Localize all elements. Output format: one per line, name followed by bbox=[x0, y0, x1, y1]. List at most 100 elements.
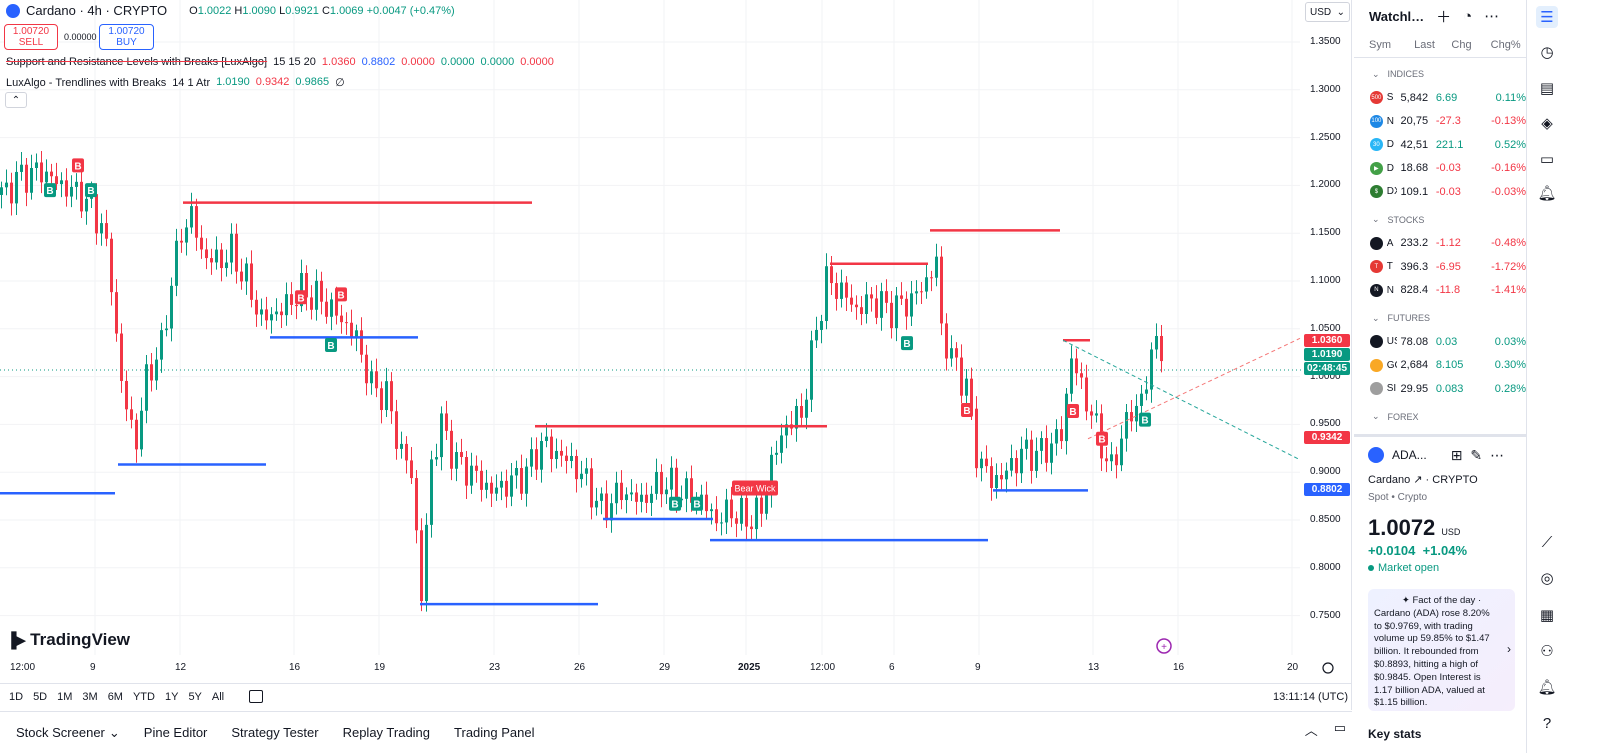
calendar-icon[interactable]: ▦ bbox=[1539, 607, 1555, 624]
collapse-legend-button[interactable]: ⌃ bbox=[5, 92, 27, 108]
chart-pie-icon[interactable]: ◔ bbox=[1463, 7, 1473, 25]
watchlist-row[interactable]: US78.08 0.03 0.03% bbox=[1354, 330, 1526, 354]
candle-body bbox=[840, 282, 843, 299]
row-change-pct: -1.41% bbox=[1491, 284, 1526, 297]
price-tick-label: 1.1500 bbox=[1310, 227, 1341, 239]
range-button-5d[interactable]: 5D bbox=[33, 690, 48, 703]
tab-pine-editor[interactable]: Pine Editor bbox=[132, 725, 220, 740]
trend-line-projection bbox=[1062, 339, 1301, 461]
layers-icon[interactable]: ◈ bbox=[1541, 115, 1553, 132]
break-marker bbox=[335, 287, 347, 302]
clock[interactable]: 13:11:14 (UTC) bbox=[1273, 690, 1348, 703]
more-icon[interactable]: ⋯ bbox=[1490, 446, 1505, 463]
tab-replay-trading[interactable]: Replay Trading bbox=[331, 725, 442, 740]
range-button-1d[interactable]: 1D bbox=[9, 690, 24, 703]
candle-body bbox=[535, 449, 538, 470]
symbol-legend[interactable]: Cardano · 4h · CRYPTO O1.0022 H1.0090 L0… bbox=[6, 3, 455, 18]
watchlist-icon[interactable]: ☰ bbox=[1536, 6, 1558, 28]
watchlist-section[interactable]: ⌄ INDICES bbox=[1354, 62, 1526, 86]
range-button-1y[interactable]: 1Y bbox=[164, 690, 179, 703]
candle-body bbox=[655, 471, 658, 494]
range-button-5y[interactable]: 5Y bbox=[188, 690, 202, 703]
time-tick-label: 23 bbox=[489, 662, 501, 673]
help-icon[interactable]: ? bbox=[1542, 714, 1552, 732]
chevron-right-icon[interactable]: › bbox=[1507, 642, 1511, 656]
watchlist-row[interactable]: GC2,684 8.105 0.30% bbox=[1354, 354, 1526, 378]
col-chg[interactable]: Chg bbox=[1451, 38, 1472, 51]
maximize-panel-icon[interactable]: ▭ bbox=[1333, 720, 1346, 735]
tab-strategy-tester[interactable]: Strategy Tester bbox=[219, 725, 330, 740]
details-ticker[interactable]: ADA... bbox=[1392, 448, 1427, 462]
currency-select[interactable]: USD ⌄ bbox=[1305, 2, 1350, 22]
candle-body bbox=[45, 171, 48, 183]
price-chart-canvas[interactable]: B B B B B B B B B B B B B Bear Wick + bbox=[0, 0, 1352, 683]
indicator-legend-sr[interactable]: Support and Resistance Levels with Break… bbox=[6, 56, 554, 68]
edit-icon[interactable]: ✎ bbox=[1470, 446, 1483, 463]
watchlist-row[interactable]: $DX109.1 -0.03 -0.03% bbox=[1354, 180, 1526, 204]
indicator-legend-trendlines[interactable]: LuxAlgo - Trendlines with Breaks 14 1 At… bbox=[6, 76, 345, 89]
tradingview-logo[interactable]: ▐▶ TradingView bbox=[6, 630, 130, 650]
col-last[interactable]: Last bbox=[1414, 38, 1435, 51]
indicator-params: 15 15 20 bbox=[273, 56, 316, 68]
watchlist-row[interactable]: 100 N 20,75 -27.3 -0.13% bbox=[1354, 110, 1526, 134]
calendar-icon[interactable] bbox=[249, 690, 264, 703]
watchlist-row[interactable]: 500 S 5,842 6.69 0.11% bbox=[1354, 86, 1526, 110]
target-icon[interactable]: ◎ bbox=[1540, 570, 1554, 587]
status-dot-icon bbox=[1368, 565, 1374, 571]
candle-body bbox=[400, 443, 403, 449]
price-tick-label: 1.2500 bbox=[1310, 131, 1341, 143]
watchlist-row[interactable]: SI 29.95 0.083 0.28% bbox=[1354, 377, 1526, 401]
buy-button[interactable]: 1.00720 BUY bbox=[99, 24, 154, 50]
chat-icon[interactable]: ▭ bbox=[1539, 151, 1555, 168]
range-button-3m[interactable]: 3M bbox=[82, 690, 98, 703]
range-button-1m[interactable]: 1M bbox=[57, 690, 73, 703]
community-icon[interactable]: ⚇ bbox=[1540, 643, 1554, 660]
drawing-tools-icon[interactable]: ⟋ bbox=[1541, 533, 1553, 551]
symbol-title[interactable]: Cardano · 4h · CRYPTO bbox=[26, 3, 168, 18]
watchlist-section[interactable]: ⌄ FOREX bbox=[1354, 405, 1526, 429]
col-sym[interactable]: Sym bbox=[1369, 38, 1391, 51]
candle-body bbox=[600, 493, 603, 501]
price-tag: 02:48:45 bbox=[1304, 362, 1350, 375]
time-tick-label: 16 bbox=[289, 662, 301, 673]
plus-icon[interactable]: ＋ bbox=[1436, 8, 1452, 26]
candle-body bbox=[760, 497, 763, 514]
fact-body: Cardano (ADA) rose 8.20% to $0.9769, wit… bbox=[1374, 607, 1490, 709]
sell-button[interactable]: 1.00720 SELL bbox=[4, 24, 58, 50]
watchlist-row[interactable]: ▶ D 18.68 -0.03 -0.16% bbox=[1354, 157, 1526, 181]
range-button-ytd[interactable]: YTD bbox=[132, 690, 155, 703]
col-chg-pct[interactable]: Chg% bbox=[1490, 38, 1521, 51]
watchlist-row[interactable]: N N 828.4 -11.8 -1.41% bbox=[1354, 279, 1526, 303]
news-icon[interactable]: ▤ bbox=[1539, 80, 1555, 97]
tab-trading-panel[interactable]: Trading Panel bbox=[442, 725, 546, 740]
range-button-6m[interactable]: 6M bbox=[107, 690, 123, 703]
range-button-all[interactable]: All bbox=[211, 690, 225, 703]
indicator-value: 0.0000 bbox=[401, 56, 435, 68]
candle-body bbox=[455, 452, 458, 469]
grid-icon[interactable]: ⊞ bbox=[1450, 446, 1463, 463]
candle-body bbox=[585, 468, 588, 474]
more-icon[interactable]: ⋯ bbox=[1484, 8, 1500, 25]
chart-pane[interactable]: B B B B B B B B B B B B B Bear Wick + Cardano · 4h · C… bbox=[0, 0, 1352, 710]
candle-body bbox=[395, 411, 398, 449]
candle-body bbox=[685, 478, 688, 499]
watchlist-row[interactable]: T T 396.3 -6.95 -1.72% bbox=[1354, 255, 1526, 279]
add-marker-plus: + bbox=[1161, 642, 1167, 653]
candle-body bbox=[580, 473, 583, 480]
break-marker bbox=[1067, 404, 1079, 419]
break-marker bbox=[44, 183, 56, 198]
watchlist-title[interactable]: Watchl… bbox=[1369, 8, 1425, 24]
bell-icon[interactable]: 🔔︎ bbox=[1537, 185, 1557, 202]
watchlist-row[interactable]: 30 D 42,51 221.1 0.52% bbox=[1354, 133, 1526, 157]
chevron-up-icon[interactable]: ︿ bbox=[1304, 723, 1318, 738]
candle-body bbox=[970, 378, 973, 409]
candle-body bbox=[865, 294, 868, 315]
watchlist-row[interactable]: A 233.2 -1.12 -0.48% bbox=[1354, 232, 1526, 256]
tab-stock-screener[interactable]: Stock Screener ⌄ bbox=[4, 725, 132, 741]
notifications-icon[interactable]: 🔔︎ bbox=[1537, 679, 1557, 696]
alert-clock-icon[interactable]: ◷ bbox=[1540, 44, 1554, 61]
watchlist-section[interactable]: ⌄ STOCKS bbox=[1354, 208, 1526, 232]
watchlist-section[interactable]: ⌄ FUTURES bbox=[1354, 306, 1526, 330]
fact-of-the-day[interactable]: ✦ Fact of the day · Cardano (ADA) rose 8… bbox=[1368, 589, 1515, 711]
indicator-values: 1.0190 0.9342 0.9865 ∅ bbox=[216, 76, 345, 89]
